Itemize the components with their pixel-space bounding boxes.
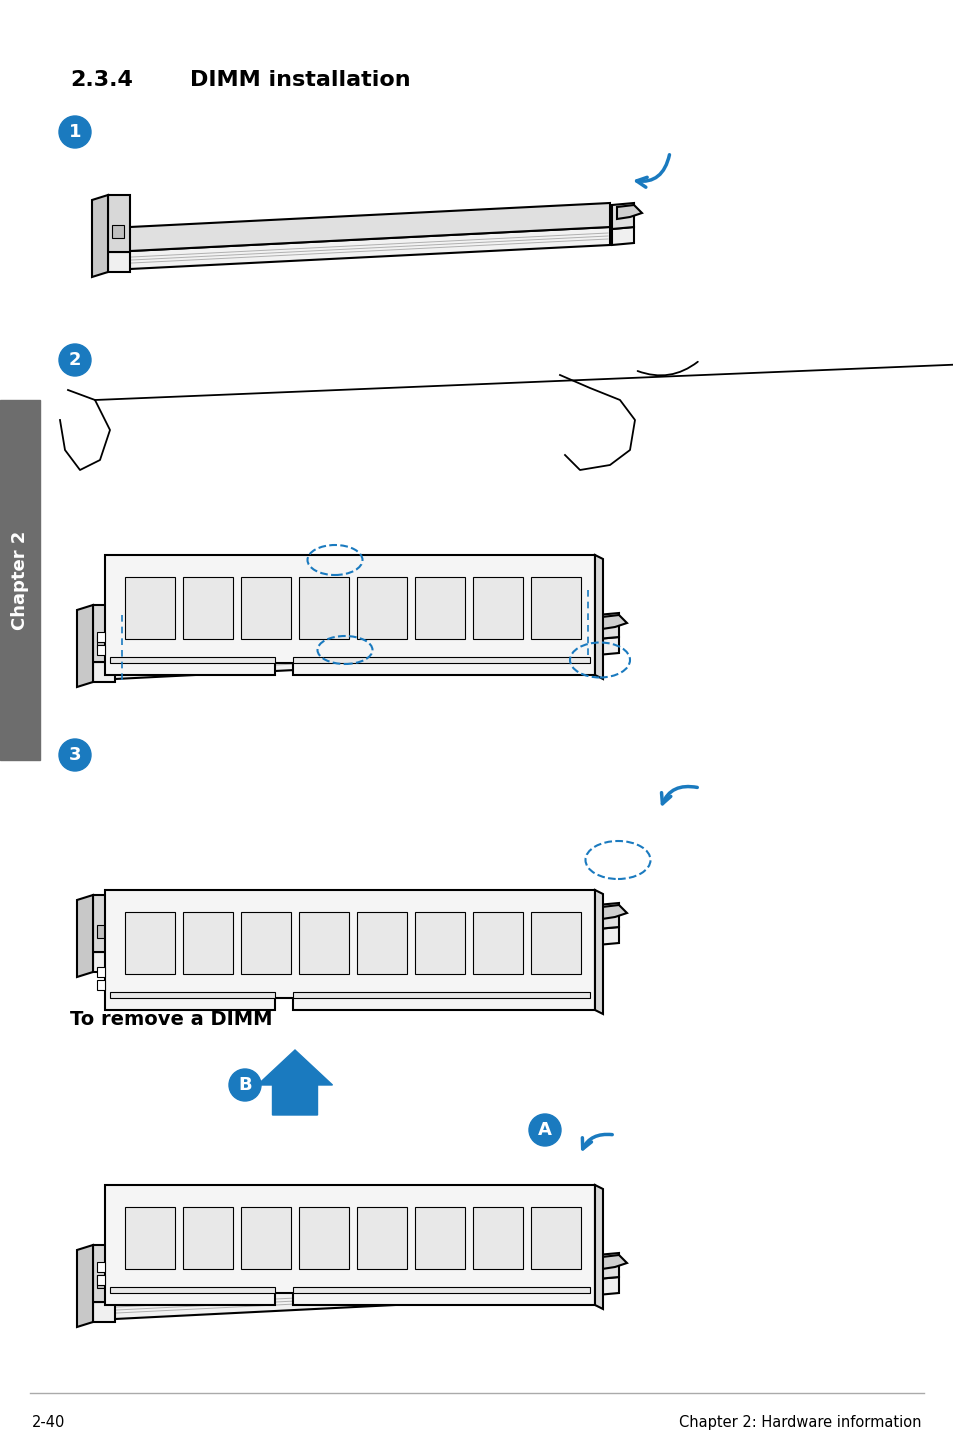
Polygon shape [597,1252,618,1278]
Polygon shape [105,1185,595,1306]
Polygon shape [77,1245,92,1327]
Polygon shape [415,577,464,638]
Polygon shape [597,903,618,929]
Polygon shape [77,605,92,687]
Polygon shape [597,637,618,654]
Polygon shape [95,1277,595,1320]
Polygon shape [298,577,349,638]
Polygon shape [183,1206,233,1268]
Polygon shape [356,577,407,638]
Polygon shape [97,1263,105,1273]
Polygon shape [183,577,233,638]
Polygon shape [97,966,105,976]
Polygon shape [110,227,609,270]
Bar [0,400,40,761]
Polygon shape [97,631,105,641]
Polygon shape [597,613,618,638]
Polygon shape [241,1206,291,1268]
Polygon shape [110,657,274,663]
Polygon shape [108,252,130,272]
Polygon shape [92,1245,115,1301]
Circle shape [59,344,91,375]
Polygon shape [531,912,580,974]
Polygon shape [95,637,595,680]
Polygon shape [597,1277,618,1296]
Polygon shape [105,555,595,674]
Polygon shape [298,912,349,974]
Polygon shape [77,894,92,976]
Polygon shape [92,1301,115,1322]
Polygon shape [92,661,115,682]
Polygon shape [97,981,105,989]
Polygon shape [473,577,522,638]
Circle shape [529,1114,560,1146]
Polygon shape [97,925,109,938]
Polygon shape [601,1255,626,1268]
Polygon shape [95,1252,595,1301]
FancyArrow shape [257,1050,333,1114]
Polygon shape [95,613,595,661]
Polygon shape [473,1206,522,1268]
Polygon shape [597,928,618,945]
Polygon shape [112,224,124,239]
Polygon shape [108,196,130,252]
Polygon shape [92,894,115,952]
Polygon shape [612,203,634,229]
Polygon shape [95,903,595,952]
Polygon shape [293,657,589,663]
Text: 3: 3 [69,746,81,764]
Polygon shape [612,227,634,244]
Polygon shape [601,615,626,628]
Polygon shape [110,203,609,252]
Polygon shape [241,912,291,974]
Polygon shape [105,890,595,1009]
Text: Chapter 2: Chapter 2 [11,531,29,630]
Polygon shape [241,577,291,638]
Text: 1: 1 [69,124,81,141]
Polygon shape [617,206,641,219]
Polygon shape [92,605,115,661]
Polygon shape [97,1276,105,1286]
Text: DIMM installation: DIMM installation [190,70,410,91]
Polygon shape [125,577,174,638]
Polygon shape [415,1206,464,1268]
Polygon shape [473,912,522,974]
Text: A: A [537,1122,552,1139]
Text: To remove a DIMM: To remove a DIMM [70,1009,273,1030]
Polygon shape [601,905,626,919]
Polygon shape [595,1185,602,1309]
Polygon shape [356,912,407,974]
Polygon shape [95,928,595,971]
Polygon shape [531,1206,580,1268]
Polygon shape [97,1276,109,1288]
Circle shape [59,116,91,148]
Polygon shape [92,952,115,972]
Polygon shape [298,1206,349,1268]
Text: 2.3.4: 2.3.4 [70,70,132,91]
Polygon shape [97,646,105,654]
Text: B: B [238,1076,252,1094]
Circle shape [229,1068,261,1102]
Polygon shape [595,555,602,679]
Polygon shape [183,912,233,974]
Text: Chapter 2: Hardware information: Chapter 2: Hardware information [679,1415,921,1429]
Polygon shape [125,912,174,974]
Polygon shape [125,1206,174,1268]
Text: 2: 2 [69,351,81,370]
Polygon shape [97,636,109,649]
Polygon shape [91,196,108,278]
Polygon shape [110,992,274,998]
Polygon shape [293,992,589,998]
Text: 2-40: 2-40 [32,1415,66,1429]
Polygon shape [110,1287,274,1293]
Polygon shape [293,1287,589,1293]
Circle shape [59,739,91,771]
Polygon shape [415,912,464,974]
Polygon shape [356,1206,407,1268]
Polygon shape [595,890,602,1014]
Polygon shape [531,577,580,638]
